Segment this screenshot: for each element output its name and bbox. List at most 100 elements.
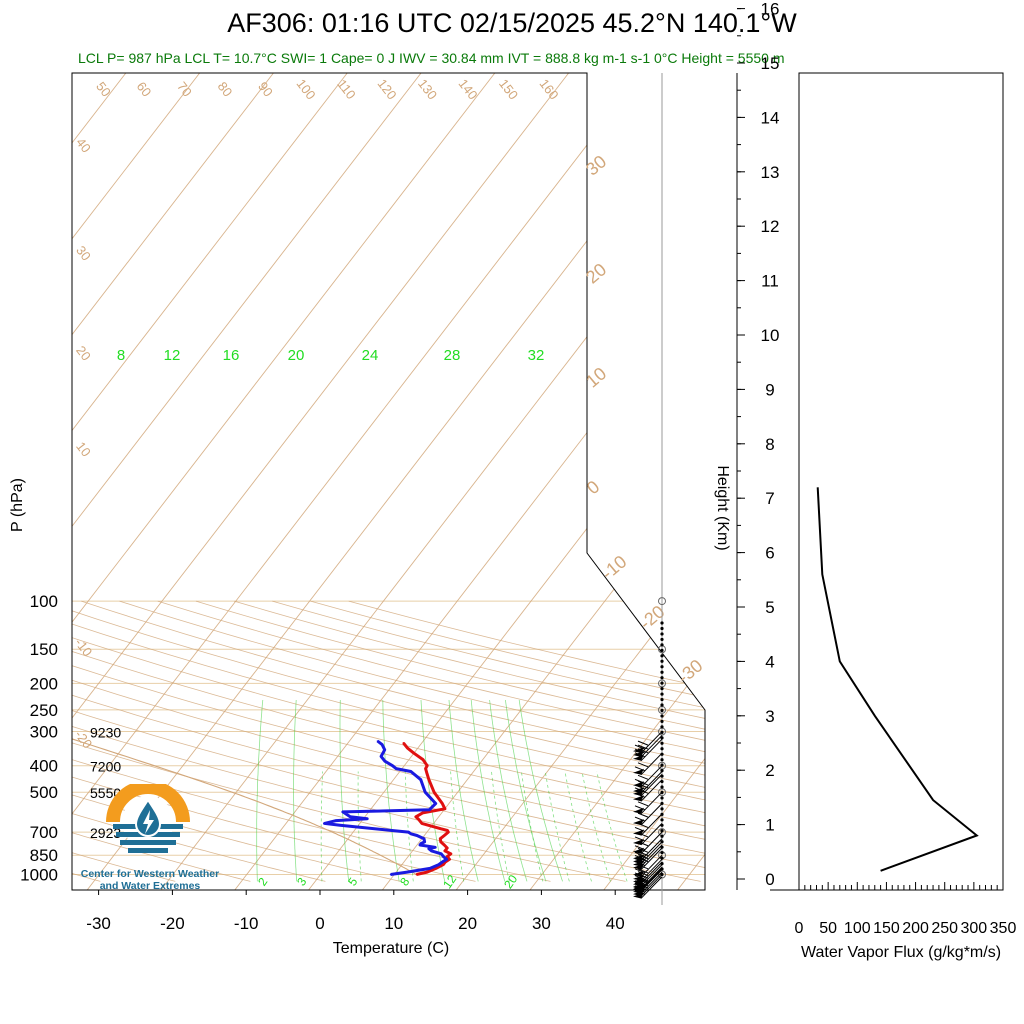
temperature-point xyxy=(406,747,409,749)
dewpoint-point xyxy=(323,822,326,825)
temperature-point xyxy=(418,818,420,821)
wind-dot xyxy=(660,665,664,669)
wind-dot xyxy=(660,785,664,789)
dewpoint-point xyxy=(441,861,444,863)
dewpoint-point xyxy=(423,841,426,843)
barb-feather xyxy=(634,868,646,874)
height-tick-label: 2 xyxy=(765,761,774,780)
theta-label: 160 xyxy=(536,76,561,102)
calm-wind-circle xyxy=(658,597,666,606)
wind-barb xyxy=(633,813,663,836)
dewpoint-point xyxy=(391,764,394,767)
mixing-ratio-line xyxy=(489,699,528,882)
barb-staff xyxy=(640,847,663,870)
temperature-point xyxy=(415,815,417,818)
flux-axis-label: Water Vapor Flux (g/kg*m/s) xyxy=(801,944,1001,961)
x-tick-label: 10 xyxy=(384,914,403,933)
wind-dot xyxy=(660,708,664,713)
wind-barb xyxy=(633,731,663,754)
wind-dot xyxy=(660,856,664,860)
dry-adiabat xyxy=(72,600,401,882)
height-label: 2923 xyxy=(90,825,121,841)
dewpoint-point xyxy=(383,749,386,751)
temperature-point xyxy=(435,867,437,870)
barb-staff xyxy=(640,791,663,815)
x-tick-label: -10 xyxy=(234,914,259,933)
dewpoint-point xyxy=(445,858,448,861)
wind-dot xyxy=(660,725,664,729)
barb-staff xyxy=(640,844,663,867)
temperature-point xyxy=(444,850,446,852)
barb-staff xyxy=(640,752,663,776)
y-tick-label: 300 xyxy=(30,723,58,742)
mixing-ratio-label: 24 xyxy=(362,347,379,364)
wind-dot xyxy=(660,643,664,647)
temperature-point xyxy=(424,767,427,770)
dewpoint-point xyxy=(423,837,425,840)
isotherm xyxy=(308,73,705,890)
dewpoint-point xyxy=(420,842,422,845)
calm-wind-circle xyxy=(658,679,666,688)
chart-title: AF306: 01:16 UTC 02/15/2025 45.2°N 140.1… xyxy=(227,8,797,38)
x-tick-label: 40 xyxy=(606,914,625,933)
wind-barb xyxy=(633,838,663,861)
barb-feather xyxy=(637,847,649,853)
y-tick-label: 1000 xyxy=(20,866,58,885)
saturation-line xyxy=(581,771,611,882)
temperature-point xyxy=(415,873,418,876)
dewpoint-point xyxy=(395,767,397,770)
mixing-ratio-bottom-label: 8 xyxy=(397,875,412,889)
barb-feather xyxy=(634,805,646,811)
mixing-ratio-line xyxy=(518,699,563,882)
mixing-ratio-label: 28 xyxy=(444,347,461,364)
barb-pennant xyxy=(633,787,644,794)
wind-dot xyxy=(660,621,664,625)
flux-tick-label: 300 xyxy=(961,920,988,937)
dry-adiabat xyxy=(0,601,25,881)
wind-dot xyxy=(660,741,664,745)
temperature-point xyxy=(439,841,442,843)
dewpoint-point xyxy=(380,755,382,758)
dry-adiabat xyxy=(119,600,705,882)
dewpoint-point xyxy=(434,846,437,849)
dry-adiabat xyxy=(72,600,326,882)
x-axis-label: Temperature (C) xyxy=(333,940,449,957)
barb-feather xyxy=(634,778,646,784)
wind-dot xyxy=(660,648,664,652)
wind-dot xyxy=(660,714,664,718)
barb-staff xyxy=(640,731,663,754)
saturation-line xyxy=(564,771,592,882)
dry-adiabat xyxy=(157,600,705,882)
temperature-point xyxy=(439,827,442,830)
temperature-point xyxy=(413,752,415,754)
y-tick-label: 100 xyxy=(30,592,58,611)
dry-adiabat xyxy=(72,600,551,882)
isotherm-label: 20 xyxy=(582,259,610,287)
dewpoint-point xyxy=(389,873,392,876)
mixing-ratio-line xyxy=(339,699,350,882)
flux-tick-label: 150 xyxy=(873,920,900,937)
mixing-ratio-line xyxy=(505,699,547,882)
height-tick-label: 0 xyxy=(765,870,774,889)
isotherm xyxy=(72,73,348,890)
height-tick-label: 1 xyxy=(765,816,774,835)
wind-dot xyxy=(660,796,664,800)
wind-dot xyxy=(660,807,664,811)
isotherm xyxy=(72,73,570,890)
height-tick-label: 9 xyxy=(765,380,774,399)
theta-label: 50 xyxy=(93,79,114,100)
mixing-ratio-label: 20 xyxy=(288,347,305,364)
parcel-path xyxy=(72,699,417,875)
flux-frame xyxy=(798,72,1004,891)
barb-staff xyxy=(640,869,663,892)
theta-label: 80 xyxy=(215,79,236,100)
temperature-point xyxy=(433,791,435,793)
dewpoint-point xyxy=(438,863,440,866)
temperature-point xyxy=(442,863,445,866)
lightning-icon xyxy=(143,810,154,834)
isotherm xyxy=(160,73,705,890)
wind-dot xyxy=(660,769,664,773)
barb-staff xyxy=(640,864,663,887)
dewpoint-point xyxy=(410,770,412,773)
dewpoint-point xyxy=(430,850,433,852)
